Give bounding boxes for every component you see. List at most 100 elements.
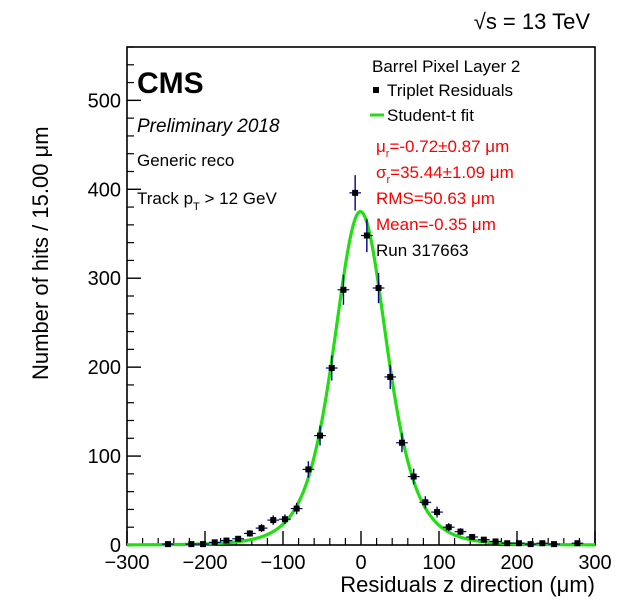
data-point	[185, 541, 198, 548]
data-point	[407, 468, 420, 485]
x-tick-label: −300	[104, 552, 149, 574]
y-tick-label: 0	[110, 535, 121, 557]
y-tick-label: 300	[88, 268, 121, 290]
data-point	[431, 506, 443, 518]
x-tick-label: 100	[422, 552, 455, 574]
x-tick-label: 0	[355, 552, 366, 574]
data-point	[466, 533, 478, 540]
x-tick-label: −200	[182, 552, 227, 574]
reco-label: Generic reco	[137, 151, 234, 170]
x-tick-label: 300	[578, 552, 611, 574]
point-marker	[188, 541, 195, 548]
point-marker	[480, 536, 487, 543]
fit-result: Mean=-0.35 μm	[376, 215, 496, 234]
data-point	[419, 496, 432, 509]
point-marker	[281, 516, 288, 523]
point-marker	[328, 365, 335, 372]
fit-curve-group	[126, 209, 595, 547]
data-point	[162, 541, 174, 548]
y-tick-label: 100	[88, 446, 121, 468]
y-axis-label: Number of hits / 15.00 μm	[28, 126, 53, 380]
data-point	[349, 175, 361, 211]
point-marker	[410, 473, 417, 480]
y-tick-label: 500	[88, 90, 121, 112]
point-marker	[387, 373, 394, 380]
data-point	[337, 274, 350, 305]
point-marker	[434, 509, 441, 516]
data-point	[197, 541, 209, 548]
point-marker	[352, 189, 359, 196]
data-point	[513, 540, 525, 547]
data-point	[524, 541, 537, 548]
data-point	[325, 355, 338, 381]
fit-curve	[126, 209, 595, 547]
y-tick-label: 400	[88, 179, 121, 201]
fit-result: σr=35.44±1.09 μm	[376, 163, 514, 186]
point-marker	[305, 466, 312, 473]
data-point	[314, 425, 326, 446]
fit-result: RMS=50.63 μm	[376, 189, 495, 208]
data-point	[267, 515, 280, 525]
point-marker	[164, 541, 171, 548]
status-label: Preliminary 2018	[137, 116, 280, 137]
point-marker	[340, 286, 347, 293]
data-point	[536, 540, 549, 547]
point-marker	[235, 535, 242, 542]
point-marker	[551, 541, 558, 548]
track-cut-label: Track pT > 12 GeV	[137, 189, 277, 213]
point-marker	[504, 540, 511, 547]
point-marker	[200, 541, 207, 548]
point-marker	[492, 538, 499, 545]
point-marker	[363, 232, 370, 239]
point-marker	[515, 540, 522, 547]
data-point	[571, 540, 584, 547]
data-point	[361, 218, 373, 253]
legend-label: Triplet Residuals	[387, 81, 513, 100]
point-marker	[398, 439, 405, 446]
legend-header: Barrel Pixel Layer 2	[372, 57, 520, 76]
data-point	[501, 540, 514, 547]
data-point	[220, 537, 233, 544]
legend-label: Student-t fit	[387, 106, 474, 125]
data-point	[232, 535, 244, 542]
data-point	[302, 461, 315, 478]
point-marker	[445, 524, 452, 531]
data-point	[208, 539, 221, 546]
point-marker	[270, 517, 277, 524]
point-marker	[317, 432, 324, 439]
data-point	[255, 524, 268, 533]
legend: Barrel Pixel Layer 2 Triplet Residuals St…	[370, 57, 520, 260]
point-marker	[211, 539, 218, 546]
experiment-label: CMS	[137, 67, 204, 100]
data-point	[372, 272, 385, 304]
point-marker	[527, 541, 534, 548]
data-point	[454, 528, 467, 536]
point-marker	[375, 284, 382, 291]
x-tick-label: 200	[500, 552, 533, 574]
data-point	[396, 433, 408, 453]
point-marker	[574, 540, 581, 547]
y-tick-label: 200	[88, 357, 121, 379]
data-point	[548, 541, 560, 548]
legend-entry: Student-t fit	[370, 106, 474, 125]
data-point	[489, 538, 502, 545]
point-marker	[246, 530, 253, 537]
data-point	[384, 364, 397, 390]
point-marker	[469, 533, 476, 540]
data-point	[290, 502, 303, 515]
point-marker	[539, 540, 546, 547]
data-point	[478, 536, 490, 543]
data-point	[244, 530, 256, 537]
point-marker	[457, 528, 464, 535]
legend-entry: Triplet Residuals	[373, 81, 513, 100]
point-marker	[422, 499, 429, 506]
point-marker	[223, 537, 230, 544]
x-axis-label: Residuals z direction (μm)	[340, 572, 595, 597]
point-marker	[258, 525, 265, 532]
fit-result: μr=-0.72±0.87 μm	[376, 137, 509, 160]
data-points	[162, 175, 584, 548]
data-point	[442, 523, 455, 532]
data-point	[279, 514, 291, 525]
fit-result: Run 317663	[376, 241, 469, 260]
